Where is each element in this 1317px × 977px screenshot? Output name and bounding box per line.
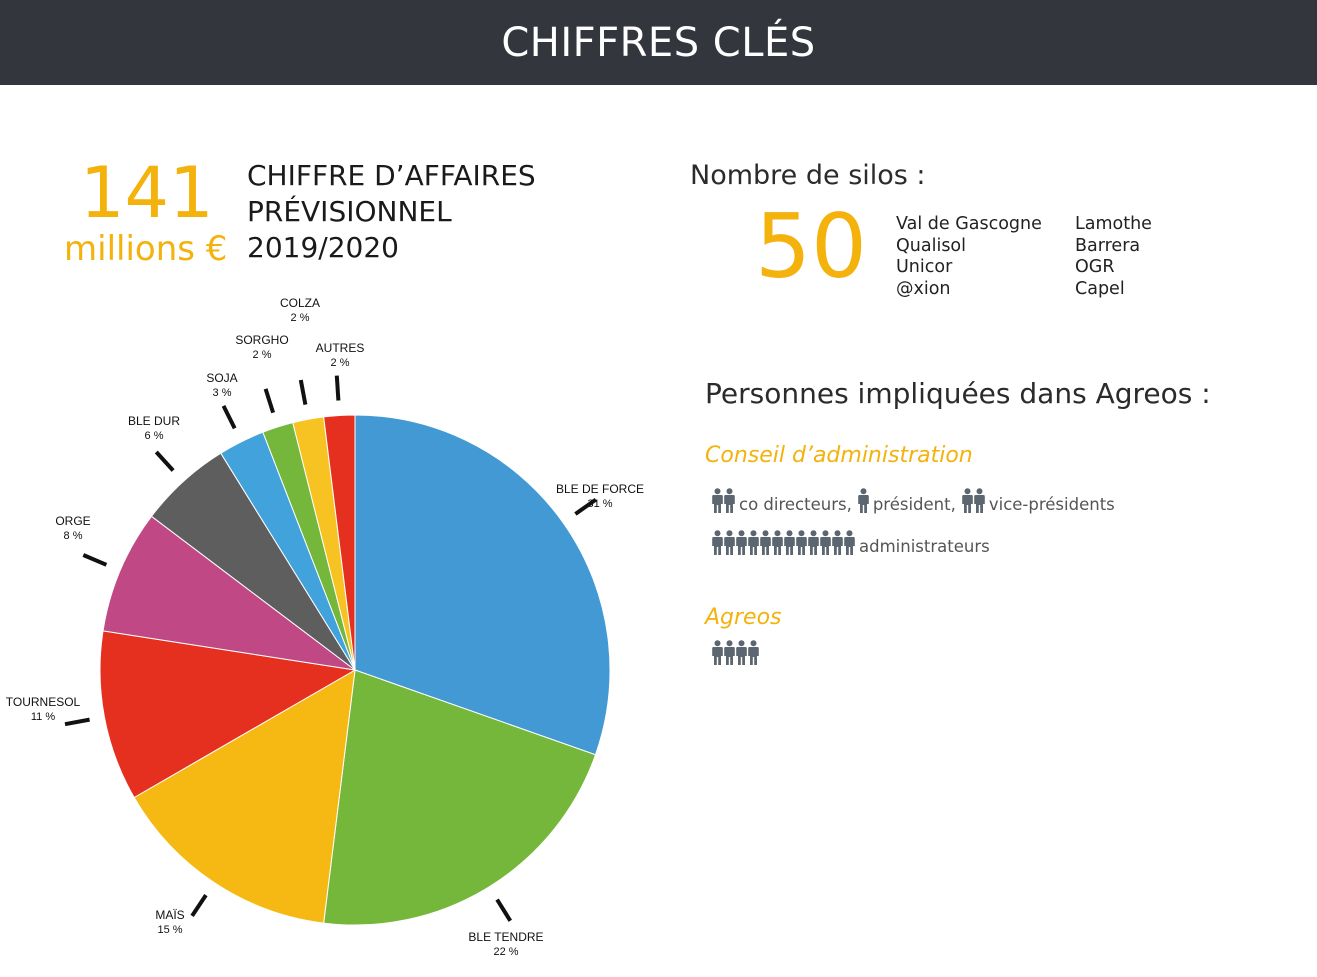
slice-percentage: 31 % xyxy=(587,498,612,510)
revenue-title-line: PRÉVISIONNEL xyxy=(247,195,452,228)
slice-percentage: 2 % xyxy=(331,357,350,369)
revenue-title-line: 2019/2020 xyxy=(247,231,399,264)
pie-slice xyxy=(323,414,356,671)
person-icon xyxy=(844,530,855,555)
slice-leader-line xyxy=(334,375,341,401)
agreos-people xyxy=(712,640,760,666)
silo-name: Qualisol xyxy=(896,235,966,256)
slice-percentage: 8 % xyxy=(64,530,83,542)
silos-count: 50 xyxy=(755,195,867,298)
slice-percentage: 6 % xyxy=(145,430,164,442)
person-icon xyxy=(974,488,985,513)
silo-name: Val de Gascogne xyxy=(896,214,1042,234)
page-title: CHIFFRES CLÉS xyxy=(501,19,816,66)
person-icon xyxy=(820,530,831,555)
silo-name: Lamothe xyxy=(1075,214,1152,234)
person-icon xyxy=(712,488,723,513)
slice-label: COLZA xyxy=(280,296,320,310)
revenue-title-line: CHIFFRE D’AFFAIRES xyxy=(247,159,536,192)
person-icon xyxy=(724,488,735,513)
slice-percentage: 22 % xyxy=(493,946,518,958)
slice-leader-line xyxy=(298,379,308,405)
silo-name: @xion xyxy=(896,278,951,299)
silo-name: OGR xyxy=(1075,257,1115,277)
slice-label: MAÏS xyxy=(155,908,184,922)
slice-label: SORGHO xyxy=(235,333,288,347)
role-group: administrateurs xyxy=(712,530,996,556)
slice-label: BLE DUR xyxy=(128,414,180,428)
slice-percentage: 2 % xyxy=(253,349,272,361)
agreos-title: Agreos xyxy=(705,605,782,630)
silos-list-right: Lamothe Barrera OGR Capel xyxy=(1075,214,1152,300)
slice-leader-line xyxy=(64,717,90,727)
slice-leader-line xyxy=(495,898,512,922)
pie-slice xyxy=(354,414,611,756)
role-label: vice-présidents xyxy=(988,495,1115,514)
slice-leader-line xyxy=(221,405,237,430)
role-label: administrateurs xyxy=(859,537,990,556)
pie-slice xyxy=(323,669,597,926)
slice-percentage: 3 % xyxy=(213,387,232,399)
person-icon xyxy=(808,530,819,555)
silos-list-left: Val de Gascogne Qualisol Unicor @xion xyxy=(896,214,1042,300)
role-label: président, xyxy=(872,495,956,514)
revenue-amount: 141 xyxy=(80,152,214,234)
revenue-title: CHIFFRE D’AFFAIRES PRÉVISIONNEL 2019/202… xyxy=(247,158,536,266)
person-icon xyxy=(858,488,869,513)
slice-leader-line xyxy=(82,553,108,567)
silo-name: Unicor xyxy=(896,257,953,277)
silos-title: Nombre de silos : xyxy=(690,160,926,191)
person-icon xyxy=(784,530,795,555)
person-icon xyxy=(796,530,807,555)
person-icon xyxy=(724,530,735,555)
slice-percentage: 15 % xyxy=(157,924,182,936)
slice-leader-line xyxy=(263,388,276,414)
slice-leader-line xyxy=(154,450,175,472)
role-group: président, xyxy=(858,488,962,514)
slice-label: ORGE xyxy=(55,514,90,528)
slice-leader-line xyxy=(574,497,597,516)
role-group: co directeurs, xyxy=(712,488,858,514)
person-icon xyxy=(772,530,783,555)
revenue-unit: millions € xyxy=(64,229,228,269)
pie-slice xyxy=(102,515,356,671)
person-icon xyxy=(748,530,759,555)
pie-slice xyxy=(99,630,357,799)
silo-name: Capel xyxy=(1075,278,1125,299)
role-group xyxy=(712,640,760,666)
header-bar: CHIFFRES CLÉS xyxy=(0,0,1317,85)
crop-pie-chart: BLE DE FORCE 31 % BLE TENDRE 22 % MAÏS 15 % TO… xyxy=(6,296,644,958)
person-icon xyxy=(748,640,759,665)
slice-percentage: 11 % xyxy=(31,711,55,723)
slice-label: AUTRES xyxy=(316,341,365,355)
pie-slice xyxy=(133,669,356,924)
board-title: Conseil d’administration xyxy=(705,443,973,468)
slice-label: BLE DE FORCE xyxy=(556,482,644,496)
person-icon xyxy=(712,530,723,555)
board-roles-line1: co directeurs, président, vice-présidents xyxy=(712,488,1121,514)
slice-leader-line xyxy=(190,893,208,918)
person-icon xyxy=(760,530,771,555)
board-roles-line2: administrateurs xyxy=(712,530,996,556)
person-icon xyxy=(736,530,747,555)
slice-label: TOURNESOL xyxy=(6,695,81,709)
person-icon xyxy=(962,488,973,513)
persons-title: Personnes impliquées dans Agreos : xyxy=(705,377,1211,410)
slice-label: BLE TENDRE xyxy=(468,930,543,944)
role-group: vice-présidents xyxy=(962,488,1121,514)
role-label: co directeurs, xyxy=(739,495,852,514)
person-icon xyxy=(712,640,723,665)
person-icon xyxy=(736,640,747,665)
slice-percentage: 2 % xyxy=(291,312,310,324)
person-icon xyxy=(832,530,843,555)
slice-label: SOJA xyxy=(206,371,237,385)
silo-name: Barrera xyxy=(1075,235,1141,256)
person-icon xyxy=(724,640,735,665)
